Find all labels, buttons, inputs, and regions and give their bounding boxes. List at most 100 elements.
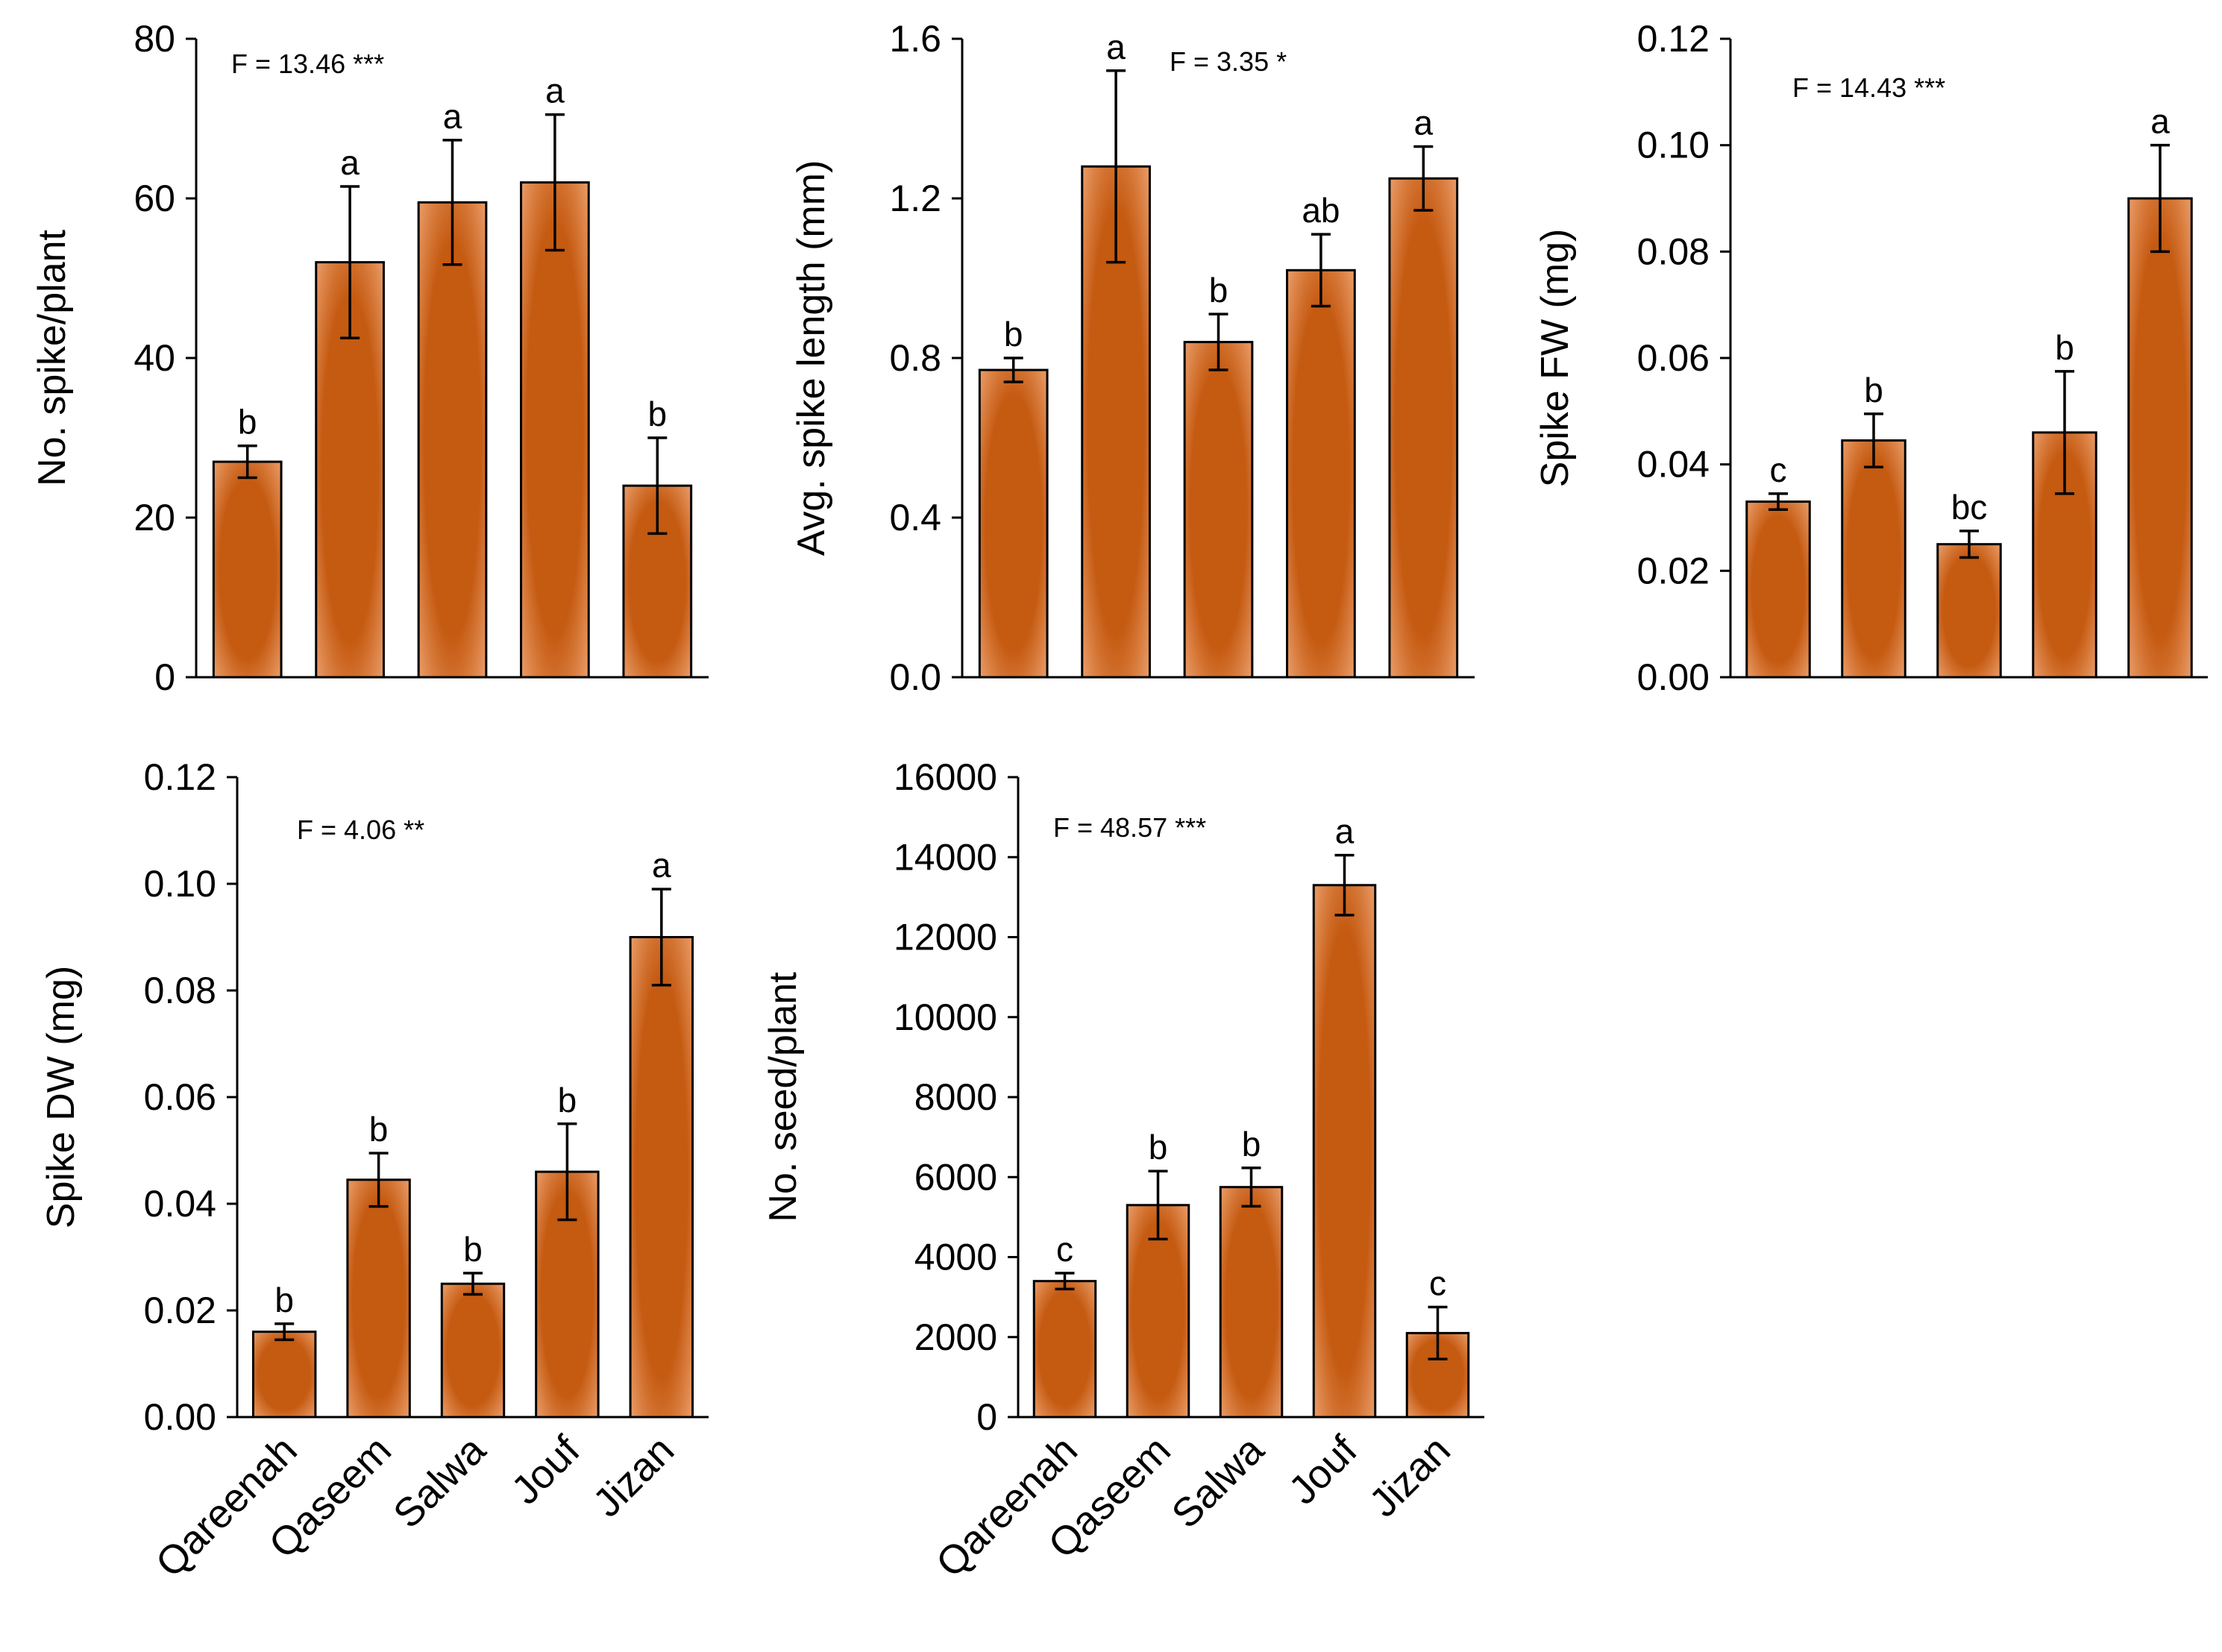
significance-letter: c xyxy=(1770,450,1787,489)
bar-qareenah xyxy=(978,368,1049,679)
y-tick-label: 60 xyxy=(134,178,175,219)
f-statistic: F = 13.46 *** xyxy=(231,48,384,79)
y-tick-label: 0.10 xyxy=(144,863,216,905)
bar-qaseem xyxy=(346,1178,411,1419)
y-tick-label: 80 xyxy=(134,18,175,60)
significance-letter: a xyxy=(652,846,671,885)
bar-jouf xyxy=(520,181,590,679)
y-tick-label: 12000 xyxy=(894,917,997,958)
bar-jizan xyxy=(1388,177,1459,679)
f-statistic: F = 3.35 * xyxy=(1170,46,1287,77)
bar-qareenah xyxy=(1745,500,1811,679)
y-tick-label: 0.06 xyxy=(1637,337,1710,379)
y-tick-label: 0.00 xyxy=(1637,656,1710,698)
significance-letter: c xyxy=(1429,1264,1446,1303)
significance-letter: b xyxy=(1864,371,1883,409)
y-axis-label: No. spike/plant xyxy=(31,229,74,486)
chart-panel-2: 0.0 0.4 0.8 1.2 1.6 Avg. spike length (mm) F =… xyxy=(790,18,1475,698)
bar-salwa xyxy=(440,1282,506,1419)
x-category-label: Jouf xyxy=(503,1427,589,1513)
y-tick-label: 0.04 xyxy=(144,1183,216,1225)
y-axis-label: No. seed/plant xyxy=(762,972,805,1222)
y-tick-label: 0.08 xyxy=(144,970,216,1011)
significance-letter: b xyxy=(369,1110,389,1149)
y-tick-label: 0.8 xyxy=(889,337,941,379)
bar-jizan xyxy=(2127,197,2193,679)
x-category-label: Jizan xyxy=(585,1428,683,1526)
x-category-label: Salwa xyxy=(1164,1427,1273,1536)
y-axis-label: Spike DW (mg) xyxy=(40,966,83,1228)
significance-letter: bc xyxy=(1951,488,1988,527)
y-tick-label: 0.12 xyxy=(1637,18,1710,60)
bar-qareenah xyxy=(212,460,283,679)
significance-letter: b xyxy=(1209,271,1228,310)
significance-letter: b xyxy=(1004,315,1023,354)
y-tick-label: 0 xyxy=(976,1396,997,1438)
y-tick-label: 8000 xyxy=(914,1076,997,1118)
bar-jouf xyxy=(1312,884,1377,1419)
chart-panel-3: 0.00 0.02 0.04 0.06 0.08 0.10 0.12 Spike FW (mg… xyxy=(1534,18,2208,698)
y-tick-label: 0.10 xyxy=(1637,125,1710,166)
significance-letter: a xyxy=(340,143,360,182)
y-tick-label: 0.4 xyxy=(889,497,941,538)
y-tick-label: 40 xyxy=(134,337,175,379)
significance-letter: a xyxy=(2150,102,2170,141)
bar-jizan xyxy=(629,936,694,1419)
significance-letter: a xyxy=(1335,812,1355,851)
significance-letter: b xyxy=(463,1230,483,1269)
bar-salwa xyxy=(417,201,488,679)
y-tick-label: 1.2 xyxy=(889,178,941,219)
f-statistic: F = 4.06 ** xyxy=(297,814,424,845)
y-tick-label: 0.02 xyxy=(144,1290,216,1331)
bar-salwa xyxy=(1219,1186,1284,1419)
chart-panel-5: 0 2000 4000 6000 8000 10000 12000 14000 16000 No.… xyxy=(762,756,1484,1586)
significance-letter: b xyxy=(1242,1125,1261,1163)
bar-salwa xyxy=(1183,341,1254,679)
y-tick-label: 0.04 xyxy=(1637,444,1710,486)
y-tick-label: 14000 xyxy=(894,836,997,878)
significance-letter: ab xyxy=(1302,191,1340,230)
x-category-label: Jizan xyxy=(1360,1428,1459,1526)
chart-panel-4: 0.00 0.02 0.04 0.06 0.08 0.10 0.12 Spike DW (mg… xyxy=(40,756,709,1586)
significance-letter: a xyxy=(545,72,565,110)
y-tick-label: 4000 xyxy=(914,1237,997,1278)
y-tick-label: 20 xyxy=(134,497,175,538)
y-tick-label: 1.6 xyxy=(889,18,941,60)
significance-letter: a xyxy=(1414,103,1434,142)
y-tick-label: 0.08 xyxy=(1637,230,1710,272)
significance-letter: a xyxy=(1106,28,1126,66)
bar-jouf xyxy=(1286,268,1356,679)
y-tick-label: 0.00 xyxy=(144,1396,216,1438)
y-tick-label: 0.0 xyxy=(889,656,941,698)
chart-panel-1: 0 20 40 60 80 No. spike/plant F = 13.46 *** b a a… xyxy=(31,18,709,698)
bar-qaseem xyxy=(1841,439,1906,679)
bar-qareenah xyxy=(1032,1280,1097,1419)
y-tick-label: 2000 xyxy=(914,1316,997,1358)
y-tick-label: 0.06 xyxy=(144,1076,216,1118)
x-category-label: Qareenah xyxy=(147,1428,305,1586)
x-category-label: Jouf xyxy=(1280,1427,1366,1513)
x-category-label: Salwa xyxy=(385,1427,495,1536)
bar-salwa xyxy=(1936,543,2002,679)
significance-letter: b xyxy=(274,1281,294,1319)
y-tick-label: 10000 xyxy=(894,996,997,1038)
significance-letter: b xyxy=(558,1081,577,1119)
y-tick-label: 16000 xyxy=(894,756,997,798)
y-tick-label: 0.02 xyxy=(1637,550,1710,591)
y-axis-label: Avg. spike length (mm) xyxy=(790,160,833,556)
significance-letter: b xyxy=(1149,1128,1168,1166)
bar-qareenah xyxy=(251,1331,317,1419)
y-tick-label: 0 xyxy=(154,656,175,698)
f-statistic: F = 48.57 *** xyxy=(1053,812,1206,843)
y-tick-label: 0.12 xyxy=(144,756,216,798)
significance-letter: c xyxy=(1056,1230,1073,1269)
significance-letter: b xyxy=(648,395,668,433)
significance-letter: b xyxy=(238,403,257,442)
significance-letter: b xyxy=(2055,328,2074,367)
f-statistic: F = 14.43 *** xyxy=(1792,72,1945,103)
bar-qaseem xyxy=(1126,1204,1190,1419)
x-category-label: Qareenah xyxy=(928,1428,1086,1586)
y-tick-label: 6000 xyxy=(914,1156,997,1198)
significance-letter: a xyxy=(443,97,462,136)
